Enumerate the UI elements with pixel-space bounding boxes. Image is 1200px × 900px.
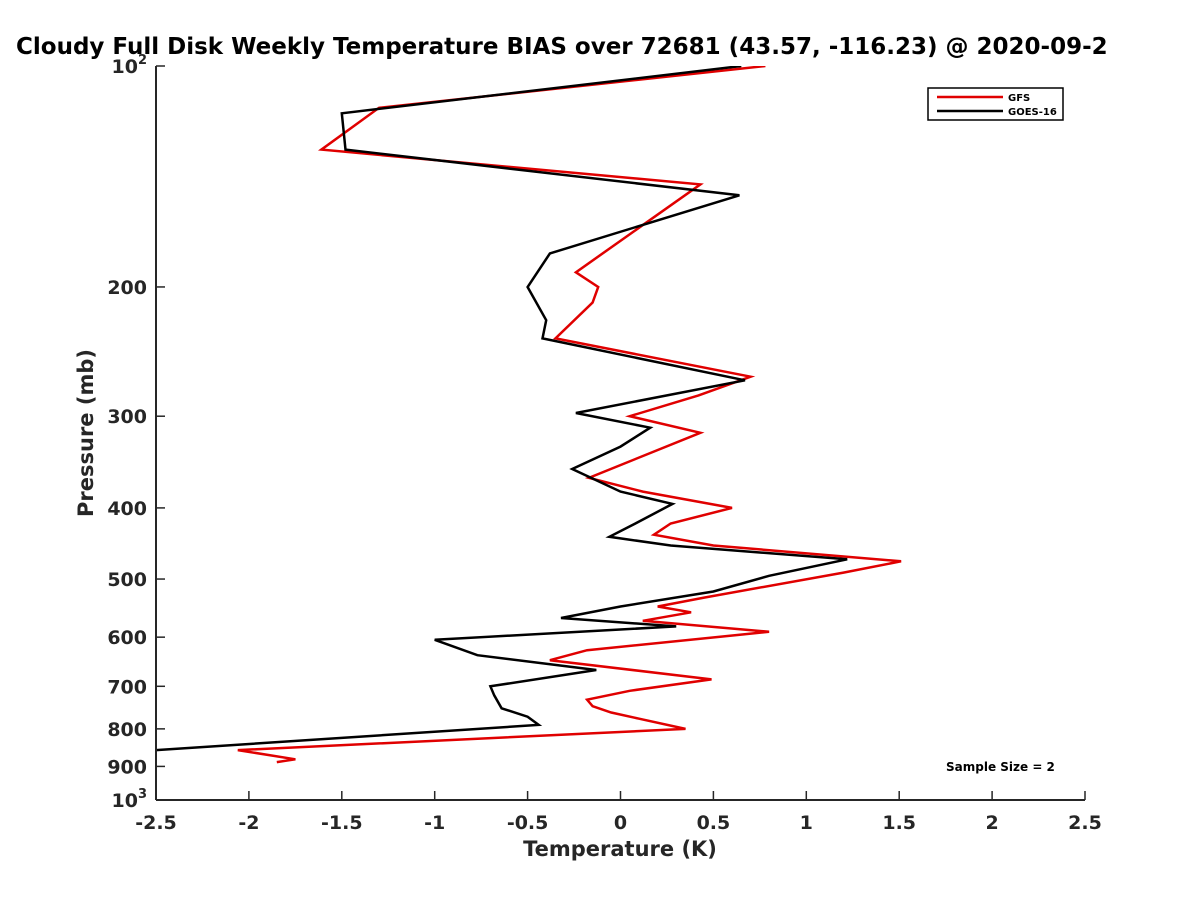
y-tick-label: 300 [107,406,147,428]
sample-size-annotation: Sample Size = 2 [946,760,1055,774]
x-tick-label: 1 [800,812,813,834]
chart-title: Cloudy Full Disk Weekly Temperature BIAS… [16,34,1108,60]
y-tick-label: 102 [112,53,148,78]
legend: GFS GOES-16 [927,87,1064,121]
series-line-gfs [237,66,902,764]
y-tick-label: 600 [107,627,147,649]
series-line-goes16 [156,66,848,752]
y-tick-label: 800 [107,719,147,741]
y-ticks: 102 200 300 400 500 600 700 800 900 103 [107,53,165,812]
x-tick-label: -2.5 [135,812,177,834]
plot-lines [156,66,902,764]
legend-label-goes16: GOES-16 [1008,107,1057,118]
y-tick-label: 200 [107,277,147,299]
x-axis-label: Temperature (K) [523,837,717,861]
x-tick-label: -2 [238,812,259,834]
x-tick-label: 2.5 [1068,812,1102,834]
x-tick-label: -0.5 [507,812,549,834]
y-tick-label: 900 [107,756,147,778]
x-tick-label: 1.5 [882,812,916,834]
x-tick-label: 0.5 [697,812,731,834]
x-tick-label: 0 [614,812,627,834]
legend-box [927,87,1064,121]
x-tick-label: -1 [424,812,445,834]
y-tick-label: 400 [107,498,147,520]
y-tick-label: 103 [112,787,148,812]
legend-label-gfs: GFS [1008,93,1030,104]
x-tick-label: -1.5 [321,812,363,834]
y-axis-label: Pressure (mb) [74,349,98,517]
x-ticks: -2.5 -2 -1.5 -1 -0.5 0 0.5 1 1.5 2 2.5 [135,791,1102,834]
x-tick-label: 2 [985,812,998,834]
y-tick-label: 700 [107,676,147,698]
y-tick-label: 500 [107,569,147,591]
